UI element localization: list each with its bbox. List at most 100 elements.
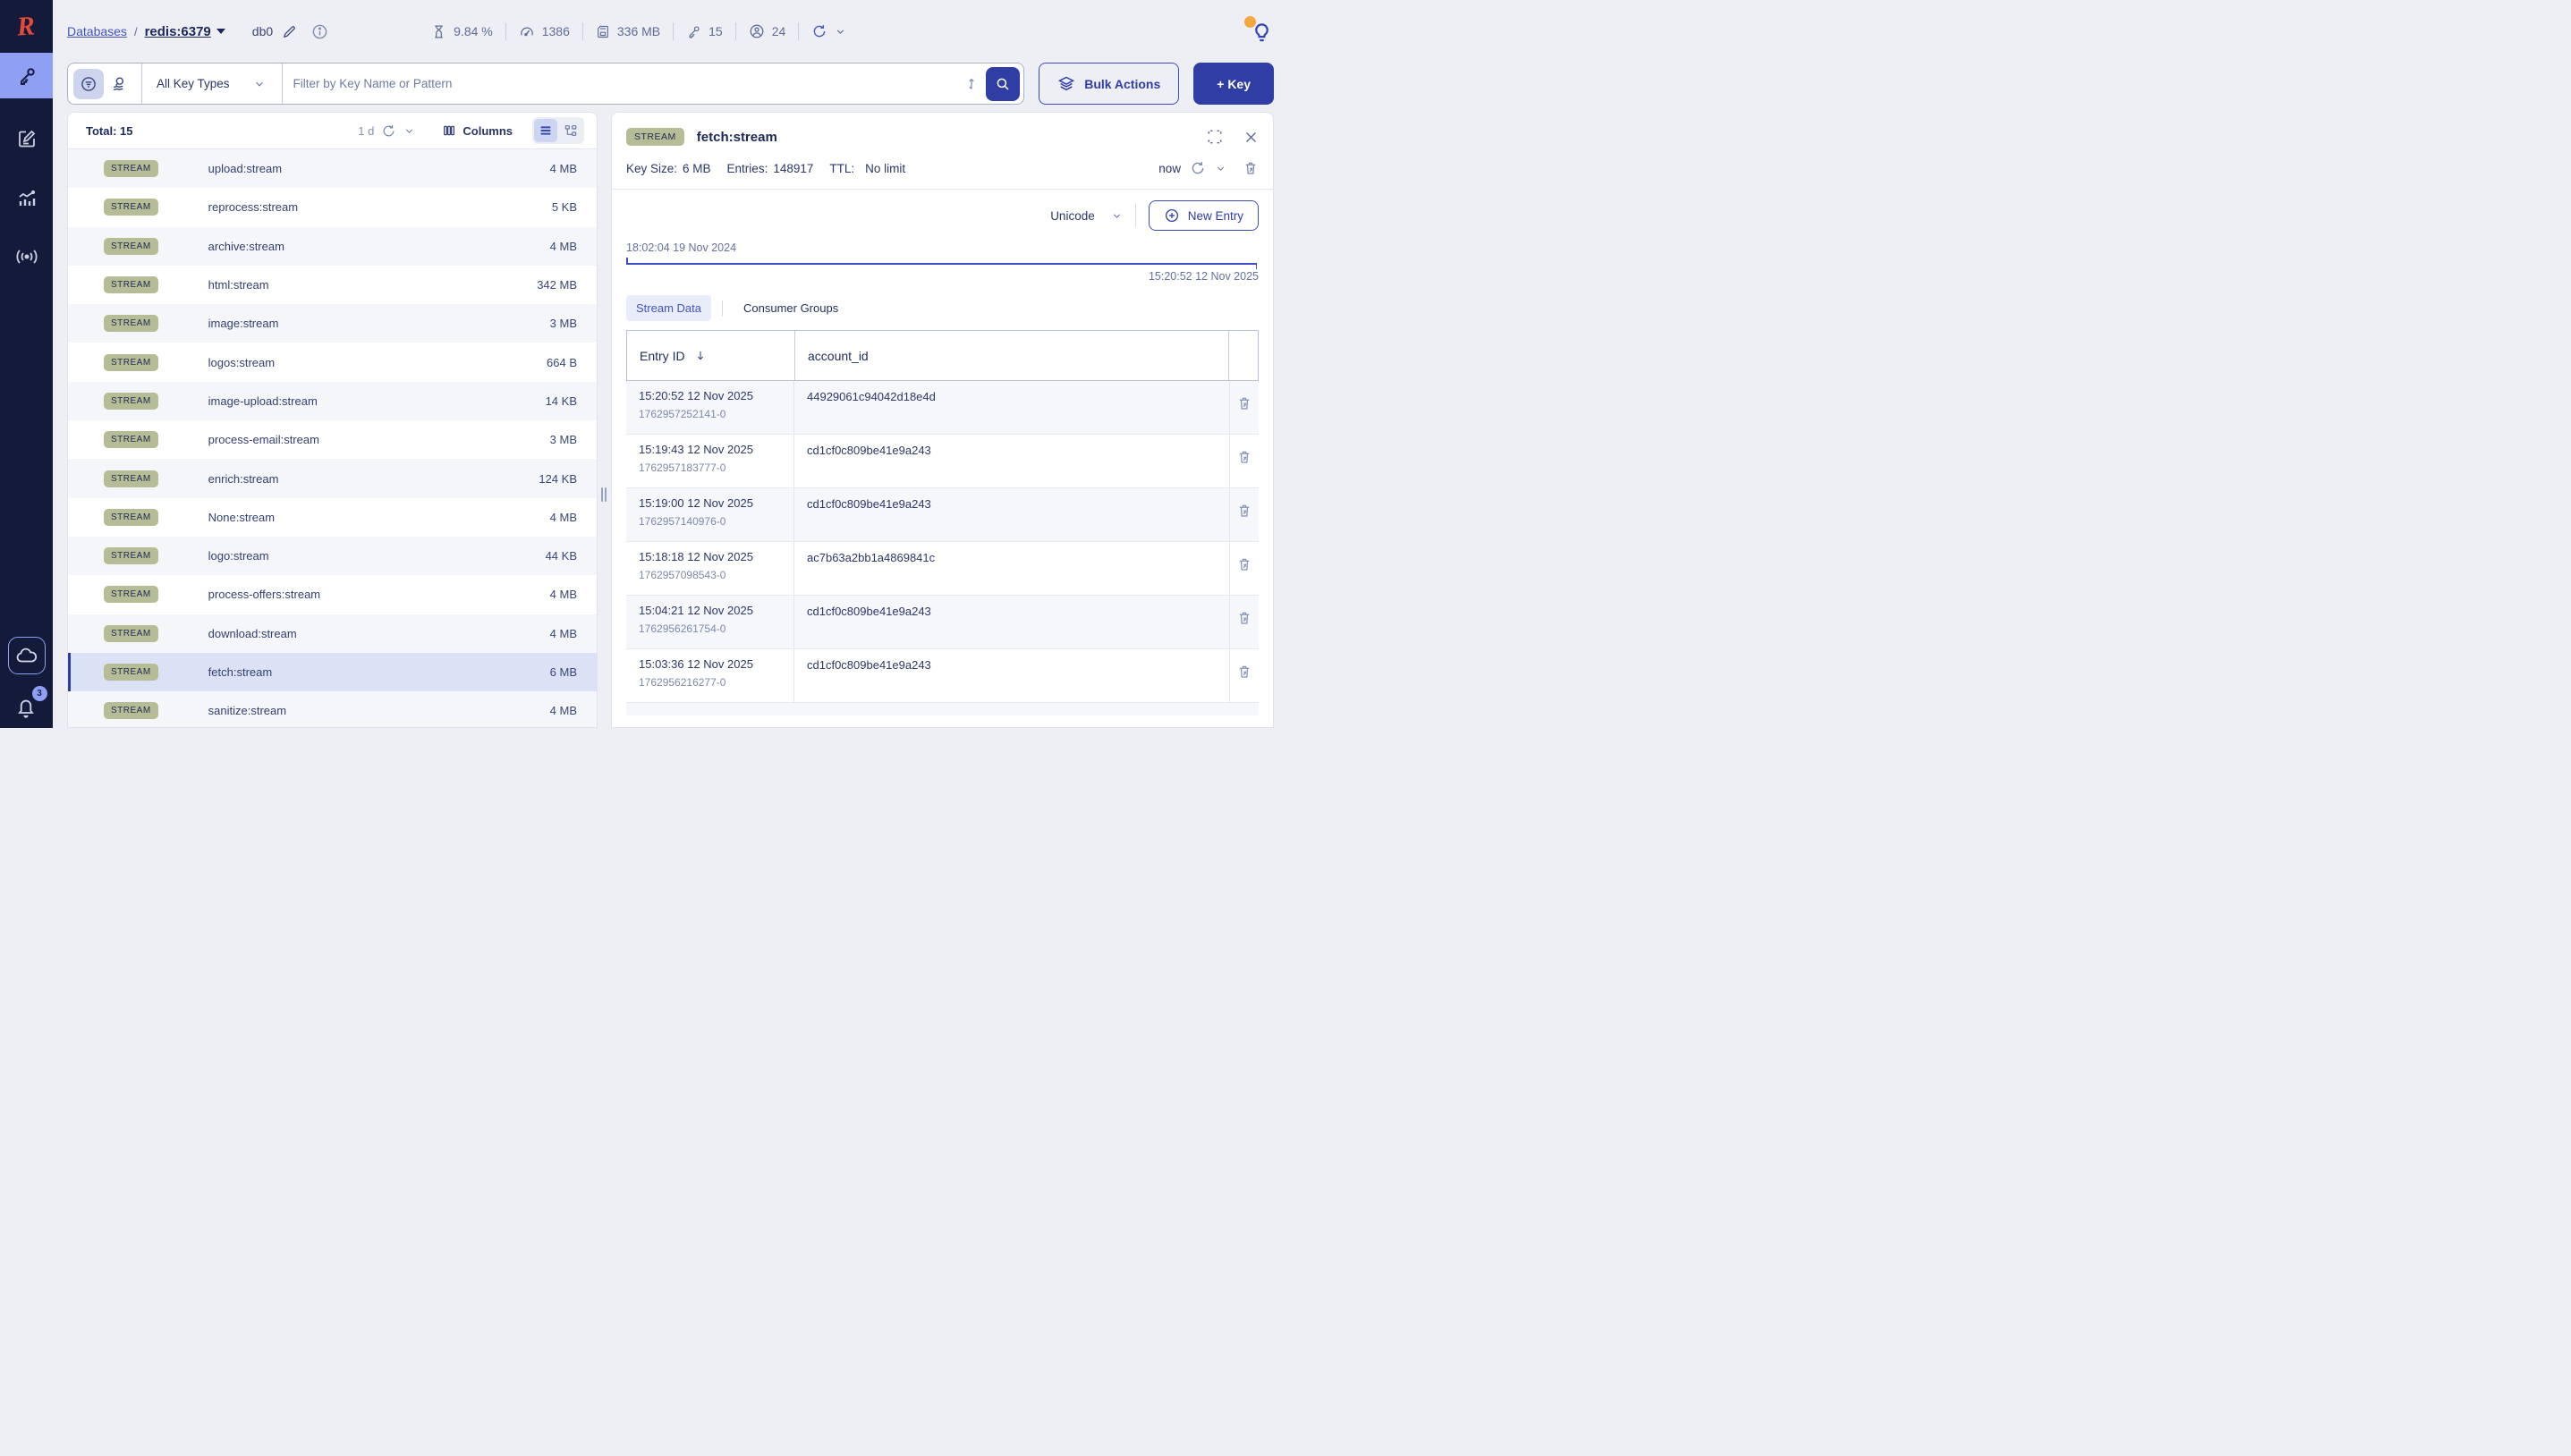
key-list-item[interactable]: STREAM image-upload:stream 14 KB xyxy=(68,381,597,421)
breadcrumb: Databases / redis:6379 db0 xyxy=(67,23,328,40)
stream-entry-row[interactable]: 15:03:36 12 Nov 2025 1762956216277-0 cd1… xyxy=(626,649,1259,703)
entry-field-value: 44929061c94042d18e4d xyxy=(794,381,1230,434)
key-icon xyxy=(16,65,38,87)
key-type-badge: STREAM xyxy=(626,128,684,146)
delete-entry-icon[interactable] xyxy=(1236,503,1252,519)
bulk-actions-button[interactable]: Bulk Actions xyxy=(1039,63,1180,105)
key-list-item[interactable]: STREAM reprocess:stream 5 KB xyxy=(68,188,597,226)
entry-id-column-header[interactable]: Entry ID xyxy=(627,331,795,380)
key-list-item[interactable]: STREAM enrich:stream 124 KB xyxy=(68,459,597,498)
search-button[interactable] xyxy=(986,66,1021,101)
lightbulb-icon xyxy=(1250,20,1274,44)
memory-card-icon xyxy=(596,24,610,39)
value-format-select[interactable]: Unicode xyxy=(1050,209,1123,223)
key-list-item[interactable]: STREAM fetch:stream 6 MB xyxy=(68,652,597,692)
key-size: 342 MB xyxy=(537,278,577,292)
entry-id: 1762956261754-0 xyxy=(639,622,726,635)
key-list-item[interactable]: STREAM html:stream 342 MB xyxy=(68,266,597,304)
chevron-down-icon[interactable] xyxy=(835,26,846,38)
total-keys-label: Total: 15 xyxy=(86,123,133,138)
stats-refresh-button[interactable] xyxy=(811,23,846,39)
notifications-count-badge: 3 xyxy=(31,686,47,701)
refresh-icon[interactable] xyxy=(1190,160,1206,176)
breadcrumb-databases-link[interactable]: Databases xyxy=(67,24,127,38)
key-small-icon xyxy=(686,24,701,39)
key-size: 14 KB xyxy=(545,394,577,408)
breadcrumb-separator: / xyxy=(133,24,138,38)
expand-input-icon[interactable] xyxy=(964,76,979,92)
sidebar-item-workbench[interactable] xyxy=(0,116,53,161)
panel-resize-handle[interactable] xyxy=(601,487,607,502)
key-list-item[interactable]: STREAM upload:stream 4 MB xyxy=(68,149,597,189)
key-list-item[interactable]: STREAM process-email:stream 3 MB xyxy=(68,420,597,459)
stream-entry-row[interactable]: 15:19:00 12 Nov 2025 1762957140976-0 cd1… xyxy=(626,488,1259,542)
entry-field-value: cd1cf0c809be41e9a243 xyxy=(794,435,1230,487)
chevron-down-icon[interactable] xyxy=(403,125,415,137)
key-list-item[interactable]: STREAM None:stream 4 MB xyxy=(68,498,597,537)
stream-entry-row[interactable]: 15:18:18 12 Nov 2025 1762957098543-0 ac7… xyxy=(626,542,1259,596)
filter-by-type-toggle[interactable] xyxy=(73,68,104,99)
add-key-button[interactable]: + Key xyxy=(1193,63,1274,105)
timeline-line[interactable] xyxy=(626,258,1259,269)
search-by-values-toggle[interactable] xyxy=(104,69,134,99)
cloud-button[interactable] xyxy=(7,637,46,674)
edit-pencil-icon[interactable] xyxy=(282,24,297,39)
delete-entry-icon[interactable] xyxy=(1236,449,1252,465)
tree-view-button[interactable] xyxy=(559,119,582,142)
entry-id: 1762957140976-0 xyxy=(639,515,726,528)
key-list-rows: STREAM upload:stream 4 MB STREAM reproce… xyxy=(68,149,597,727)
key-name: archive:stream xyxy=(208,239,284,253)
stream-entry-row[interactable]: 15:04:21 12 Nov 2025 1762956261754-0 cd1… xyxy=(626,596,1259,649)
key-list-item[interactable]: STREAM process-offers:stream 4 MB xyxy=(68,575,597,614)
entries-label: Entries: xyxy=(726,161,768,175)
key-name: reprocess:stream xyxy=(208,200,299,215)
analytics-icon xyxy=(16,187,38,208)
key-list-item[interactable]: STREAM archive:stream 4 MB xyxy=(68,226,597,266)
sidebar-item-browser[interactable] xyxy=(0,53,53,98)
key-name: enrich:stream xyxy=(208,471,279,486)
tab-stream-data[interactable]: Stream Data xyxy=(626,295,711,321)
entry-timestamp: 15:03:36 12 Nov 2025 xyxy=(639,657,753,671)
new-entry-button[interactable]: New Entry xyxy=(1148,200,1259,231)
key-name: upload:stream xyxy=(208,162,283,176)
key-size: 44 KB xyxy=(545,549,577,563)
entry-id: 1762957252141-0 xyxy=(639,408,726,420)
notifications-button[interactable]: 3 xyxy=(13,686,47,719)
key-list-item[interactable]: STREAM download:stream 4 MB xyxy=(68,614,597,653)
key-name: None:stream xyxy=(208,510,276,524)
insights-button[interactable] xyxy=(1244,15,1274,44)
key-type-select[interactable]: All Key Types xyxy=(142,77,282,90)
refresh-icon[interactable] xyxy=(381,123,396,139)
key-list-item[interactable]: STREAM logos:stream 664 B xyxy=(68,343,597,381)
delete-entry-icon[interactable] xyxy=(1236,395,1252,411)
key-list-item[interactable]: STREAM logo:stream 44 KB xyxy=(68,536,597,576)
ttl-value[interactable]: No limit xyxy=(865,161,906,175)
key-list-item[interactable]: STREAM sanitize:stream 4 MB xyxy=(68,691,597,727)
details-divider xyxy=(612,189,1273,190)
list-view-button[interactable] xyxy=(534,119,557,142)
key-search-input[interactable] xyxy=(282,77,958,90)
key-size: 5 KB xyxy=(551,200,577,215)
stream-entry-row[interactable]: 15:20:52 12 Nov 2025 1762957252141-0 449… xyxy=(626,381,1259,435)
key-size: 6 MB xyxy=(549,665,577,679)
delete-entry-icon[interactable] xyxy=(1236,556,1252,572)
delete-entry-icon[interactable] xyxy=(1236,664,1252,680)
layers-icon xyxy=(1057,75,1075,93)
fullscreen-icon[interactable] xyxy=(1206,128,1224,146)
close-icon[interactable] xyxy=(1243,130,1259,145)
columns-button[interactable]: Columns xyxy=(442,123,513,138)
delete-entry-icon[interactable] xyxy=(1236,610,1252,626)
delete-key-icon[interactable] xyxy=(1243,160,1259,176)
key-name: logos:stream xyxy=(208,355,276,369)
stream-entry-row[interactable]: 15:19:43 12 Nov 2025 1762957183777-0 cd1… xyxy=(626,435,1259,488)
sidebar-item-analytics[interactable] xyxy=(0,175,53,220)
sidebar-item-pubsub[interactable] xyxy=(0,234,53,279)
key-size: 4 MB xyxy=(549,162,577,176)
chevron-down-icon[interactable] xyxy=(1215,163,1226,174)
database-name-dropdown[interactable]: redis:6379 xyxy=(145,24,225,39)
info-icon[interactable] xyxy=(311,23,328,40)
tab-consumer-groups[interactable]: Consumer Groups xyxy=(742,301,839,315)
key-type-badge: STREAM xyxy=(104,431,158,449)
field-column-header[interactable]: account_id xyxy=(795,331,1229,380)
key-list-item[interactable]: STREAM image:stream 3 MB xyxy=(68,304,597,343)
